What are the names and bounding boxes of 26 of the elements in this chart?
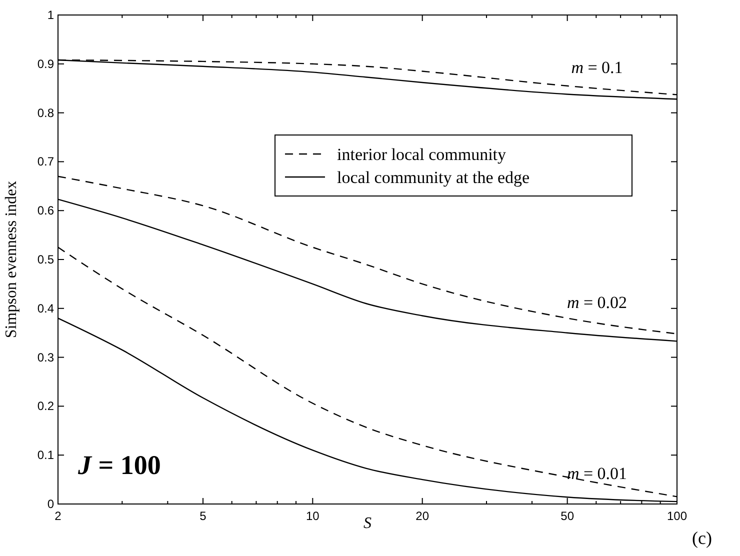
x-tick-label: 2 bbox=[54, 509, 62, 523]
annotation: J = 100 bbox=[77, 450, 161, 480]
y-tick-label: 0.2 bbox=[37, 399, 54, 414]
annotation: m = 0.02 bbox=[566, 293, 628, 312]
y-tick-label: 0.7 bbox=[37, 154, 54, 169]
legend-label: local community at the edge bbox=[337, 168, 530, 187]
annotation: m = 0.01 bbox=[566, 464, 628, 483]
x-tick-label: 20 bbox=[416, 509, 430, 523]
x-axis-title: S bbox=[364, 515, 372, 532]
y-tick-label: 0.1 bbox=[37, 448, 54, 462]
text: (c) bbox=[692, 528, 712, 548]
y-tick-label: 0.9 bbox=[37, 56, 54, 71]
y-axis-title: Simpson evenness index bbox=[3, 180, 20, 338]
y-tick-label: 0.4 bbox=[37, 301, 54, 316]
y-tick-label: 0 bbox=[47, 497, 54, 511]
x-tick-label: 50 bbox=[560, 509, 574, 523]
y-tick-label: 0.6 bbox=[37, 204, 54, 218]
annotation: m = 0.1 bbox=[571, 58, 623, 77]
y-tick-label: 0.8 bbox=[37, 106, 54, 120]
x-tick-label: 100 bbox=[666, 509, 688, 523]
x-tick-label: 5 bbox=[200, 509, 207, 523]
y-tick-label: 0.3 bbox=[37, 350, 54, 364]
y-tick-label: 1 bbox=[47, 8, 54, 22]
y-tick-label: 0.5 bbox=[37, 252, 54, 266]
legend-label: interior local community bbox=[337, 145, 507, 164]
x-tick-label: 10 bbox=[306, 509, 320, 523]
